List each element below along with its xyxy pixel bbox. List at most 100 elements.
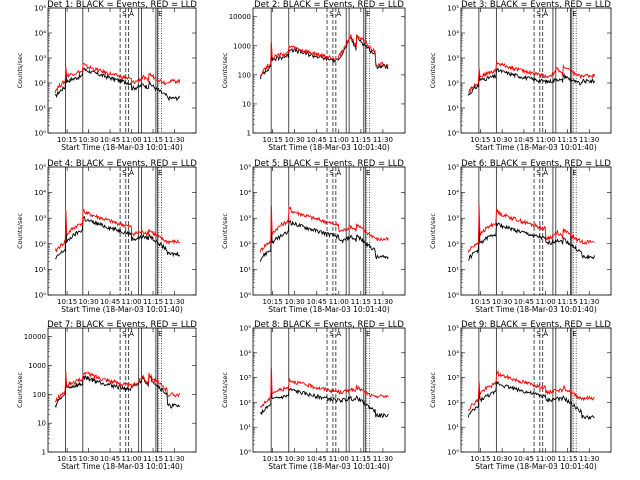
event-marker-s: S <box>329 330 334 338</box>
y-tick-label: 10⁵ <box>239 325 251 333</box>
x-tick-label: 11:30 <box>579 455 599 463</box>
series-line-lld <box>260 34 389 77</box>
series-line-events <box>468 220 595 261</box>
panel-det-6: Det 6: BLACK = Events, RED = LLD 10⁰ 10¹ 10… <box>429 159 612 314</box>
y-tick-label: 1000 <box>28 362 46 370</box>
y-tick-label: 10¹ <box>239 424 251 432</box>
y-tick-label: 10⁰ <box>447 292 459 300</box>
y-tick-label: 10⁴ <box>34 189 46 197</box>
x-tick-label: 10:45 <box>514 298 534 306</box>
event-marker-s: S <box>536 169 541 177</box>
x-tick-label: 11:15 <box>143 298 163 306</box>
event-marker-e: E <box>366 330 370 338</box>
x-axis-label: Start Time (18-Mar-03 10:01:40) <box>61 462 183 471</box>
y-tick-label: 10000 <box>24 333 46 341</box>
panel-det-4: Det 4: BLACK = Events, RED = LLD 10⁰ 10¹ 10… <box>16 159 197 314</box>
x-axis-label: Start Time (18-Mar-03 10:01:40) <box>475 305 597 314</box>
plot-frame <box>47 7 197 134</box>
series-line-lld <box>54 208 180 253</box>
y-tick-label: 10³ <box>447 374 459 382</box>
y-tick-label: 1 <box>247 130 251 138</box>
event-marker-s: S <box>329 169 334 177</box>
event-marker-a: A <box>336 169 341 177</box>
series-line-events <box>260 388 389 419</box>
x-tick-label: 11:00 <box>329 136 349 144</box>
x-tick-label: 11:30 <box>164 136 184 144</box>
plot-frame <box>460 7 612 134</box>
x-tick-label: 11:00 <box>536 298 556 306</box>
y-axis-label: Counts/sec <box>429 372 437 408</box>
x-tick-label: 10:30 <box>78 298 98 306</box>
event-marker-a: A <box>336 330 341 338</box>
y-tick-label: 10⁵ <box>34 164 46 172</box>
plot-frame <box>460 166 612 296</box>
y-tick-label: 10⁴ <box>34 30 46 38</box>
series-line-events <box>54 67 181 102</box>
x-tick-label: 11:00 <box>121 455 141 463</box>
series-line-lld <box>259 205 389 253</box>
x-tick-label: 11:15 <box>351 298 371 306</box>
x-tick-label: 10:45 <box>100 455 120 463</box>
y-tick-label: 1000 <box>233 42 251 50</box>
series-line-events <box>55 212 181 260</box>
y-tick-label: 10³ <box>447 55 459 63</box>
plot-frame <box>252 327 406 453</box>
y-axis-label: Counts/sec <box>16 213 24 249</box>
y-tick-label: 10¹ <box>447 424 459 432</box>
x-tick-label: 10:45 <box>514 136 534 144</box>
x-tick-label: 10:15 <box>470 298 490 306</box>
y-tick-label: 10⁵ <box>447 5 459 13</box>
y-tick-label: 10¹ <box>239 266 251 274</box>
x-tick-label: 11:30 <box>373 136 393 144</box>
y-axis-label: Counts/sec <box>221 213 229 249</box>
y-tick-label: 10³ <box>447 215 459 223</box>
x-axis-label: Start Time (18-Mar-03 10:01:40) <box>268 143 390 152</box>
y-tick-label: 10⁰ <box>34 130 46 138</box>
series-line-events <box>467 380 595 421</box>
x-tick-label: 10:30 <box>492 455 512 463</box>
x-tick-label: 10:30 <box>285 455 305 463</box>
y-axis-label: Counts/sec <box>429 52 437 88</box>
y-tick-label: 10¹ <box>34 105 46 113</box>
panel-title: Det 2: BLACK = Events, RED = LLD <box>254 0 404 10</box>
x-tick-label: 11:15 <box>557 455 577 463</box>
panel-title: Det 4: BLACK = Events, RED = LLD <box>47 159 197 169</box>
event-marker-e: E <box>158 330 162 338</box>
panel-title: Det 6: BLACK = Events, RED = LLD <box>461 159 611 169</box>
event-marker-e: E <box>572 330 576 338</box>
x-tick-label: 11:30 <box>579 136 599 144</box>
y-tick-label: 10⁴ <box>239 189 251 197</box>
x-tick-label: 10:45 <box>100 136 120 144</box>
x-tick-label: 11:15 <box>351 136 371 144</box>
series-line-lld <box>54 63 181 94</box>
y-tick-label: 10¹ <box>447 105 459 113</box>
x-tick-label: 10:15 <box>263 298 283 306</box>
panel-det-7: Det 7: BLACK = Events, RED = LLD 1 10 100 10… <box>16 320 197 471</box>
x-tick-label: 11:15 <box>557 298 577 306</box>
event-marker-a: A <box>543 169 548 177</box>
series-line-lld <box>260 367 389 409</box>
event-marker-e: E <box>158 169 162 177</box>
x-tick-label: 10:15 <box>470 455 490 463</box>
y-tick-label: 10⁰ <box>34 292 46 300</box>
x-tick-label: 10:15 <box>470 136 490 144</box>
x-tick-label: 11:15 <box>557 136 577 144</box>
series-line-events <box>467 67 595 96</box>
event-marker-e: E <box>366 10 370 18</box>
y-tick-label: 10 <box>37 420 46 428</box>
x-tick-label: 11:00 <box>329 455 349 463</box>
x-tick-label: 11:00 <box>121 136 141 144</box>
event-marker-a: A <box>129 330 134 338</box>
x-tick-label: 11:00 <box>121 298 141 306</box>
series-line-lld <box>467 369 595 411</box>
y-tick-label: 10⁰ <box>447 449 459 457</box>
y-tick-label: 100 <box>238 71 251 79</box>
x-tick-label: 10:30 <box>78 136 98 144</box>
plot-frame <box>460 327 612 453</box>
plot-frame <box>252 166 406 296</box>
y-tick-label: 10² <box>447 80 459 88</box>
y-tick-label: 10³ <box>239 215 251 223</box>
x-tick-label: 10:15 <box>263 136 283 144</box>
y-tick-label: 10000 <box>229 13 251 21</box>
series-line-events <box>54 374 181 409</box>
